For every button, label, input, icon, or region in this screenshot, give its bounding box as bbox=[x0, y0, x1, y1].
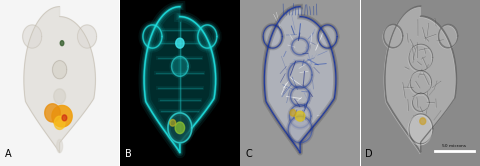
Polygon shape bbox=[52, 61, 67, 79]
Polygon shape bbox=[57, 139, 62, 153]
Polygon shape bbox=[176, 38, 184, 48]
Polygon shape bbox=[24, 7, 96, 153]
Polygon shape bbox=[384, 25, 402, 48]
Text: D: D bbox=[365, 149, 373, 159]
Polygon shape bbox=[175, 122, 185, 134]
Polygon shape bbox=[23, 25, 42, 48]
Text: C: C bbox=[245, 149, 252, 159]
Polygon shape bbox=[62, 115, 67, 121]
Polygon shape bbox=[78, 25, 96, 48]
Polygon shape bbox=[60, 41, 64, 46]
Polygon shape bbox=[295, 111, 305, 121]
Polygon shape bbox=[384, 7, 456, 153]
Polygon shape bbox=[408, 115, 432, 144]
Polygon shape bbox=[263, 25, 282, 48]
Polygon shape bbox=[420, 118, 426, 124]
Polygon shape bbox=[54, 116, 65, 129]
Text: B: B bbox=[125, 149, 132, 159]
Polygon shape bbox=[438, 25, 457, 48]
Polygon shape bbox=[290, 110, 296, 116]
Polygon shape bbox=[144, 7, 216, 153]
Polygon shape bbox=[45, 104, 60, 122]
Text: A: A bbox=[5, 149, 12, 159]
Polygon shape bbox=[52, 105, 72, 127]
Polygon shape bbox=[170, 120, 176, 126]
Text: 50 microns: 50 microns bbox=[443, 144, 467, 148]
Polygon shape bbox=[318, 25, 337, 48]
Polygon shape bbox=[168, 113, 192, 143]
Polygon shape bbox=[143, 25, 162, 48]
Polygon shape bbox=[198, 25, 217, 48]
Polygon shape bbox=[171, 56, 188, 76]
Polygon shape bbox=[54, 89, 66, 104]
Polygon shape bbox=[288, 116, 312, 143]
Polygon shape bbox=[264, 7, 336, 153]
